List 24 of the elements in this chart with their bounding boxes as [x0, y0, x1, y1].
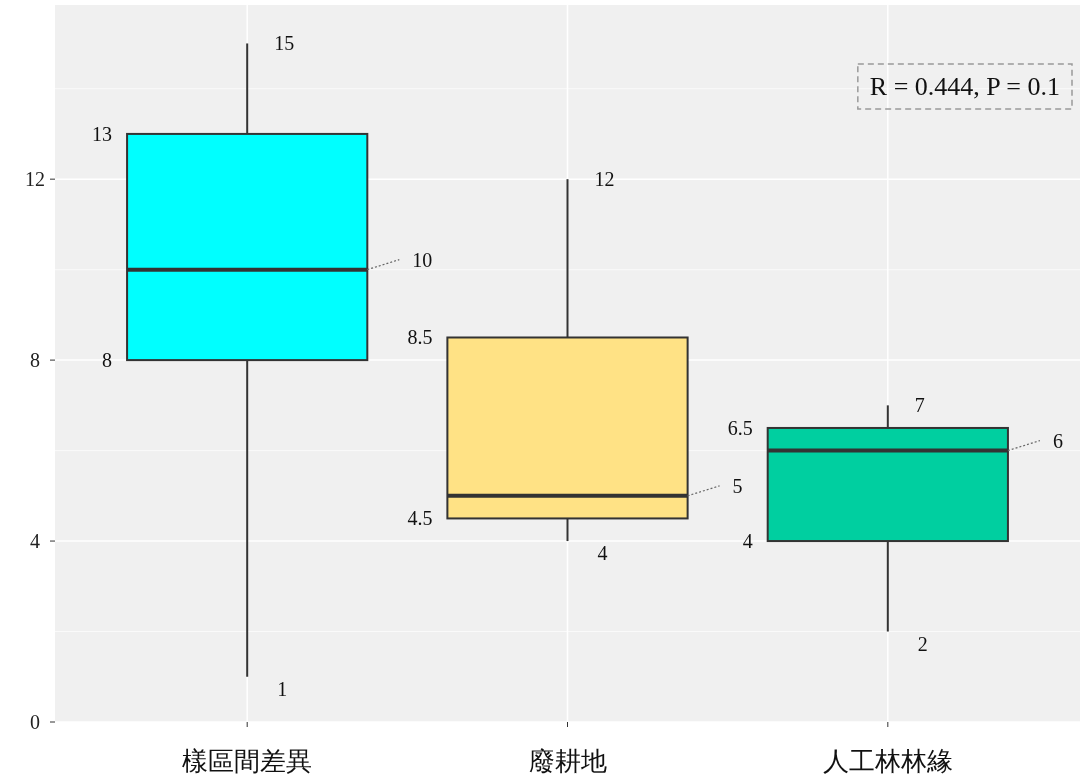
x-tick-label: 樣區間差異	[182, 747, 313, 776]
x-tick-label: 人工林林緣	[822, 747, 953, 776]
y-tick-label: 12	[25, 168, 45, 191]
annotation: 4	[742, 530, 753, 553]
annotation: 8.5	[407, 326, 433, 349]
annotation: 15	[274, 32, 295, 55]
annotation: 6.5	[727, 416, 753, 439]
annotation: 8	[102, 349, 113, 372]
annotation: 12	[594, 168, 615, 191]
annotation: 5	[732, 474, 743, 497]
annotation: 4	[597, 542, 608, 565]
annotation: R = 0.444, P = 0.1	[869, 72, 1060, 101]
y-tick-label: 0	[30, 711, 40, 733]
annotation: 10	[412, 248, 433, 271]
y-tick-label: 4	[30, 530, 40, 553]
x-tick-label: 廢耕地	[528, 747, 607, 776]
annotation: 13	[92, 122, 113, 145]
y-tick-label: 8	[30, 349, 40, 372]
annotation: 7	[914, 394, 925, 417]
annotation: 1	[277, 677, 288, 700]
annotation: 2	[917, 632, 928, 655]
annotation: 4.5	[407, 507, 433, 530]
annotation: R = 0.444, P = 0.1	[857, 63, 1073, 110]
annotation: 6	[1052, 429, 1063, 452]
